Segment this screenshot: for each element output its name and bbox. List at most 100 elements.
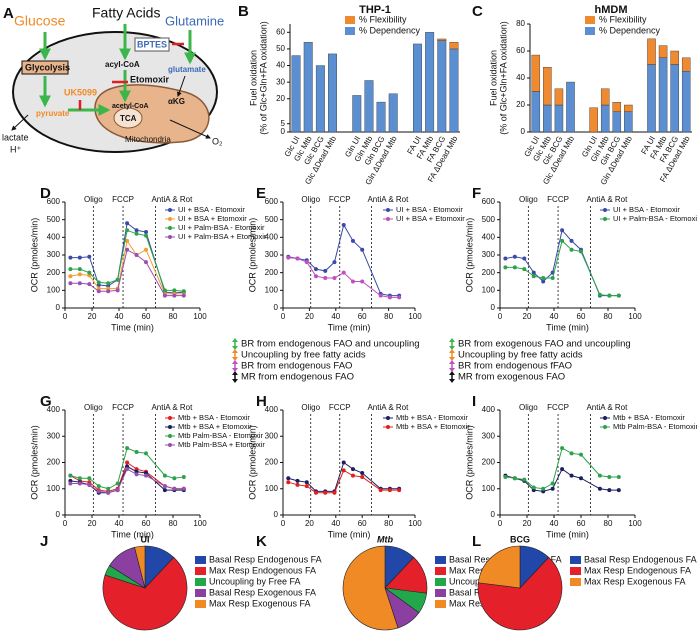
y-tick-label: 20 [516,100,525,109]
y-tick-label: 400 [47,405,61,414]
data-point [162,293,167,298]
bar [364,80,374,133]
data-point [172,476,177,481]
y-axis-label: OCR (pmoles/min) [29,218,39,293]
data-point [77,272,82,277]
note-arrow-head [449,360,455,372]
legend-label: Mtb + BSA + Etomoxir [396,422,470,431]
data-point [87,476,92,481]
y-tick-label: 600 [47,197,61,206]
legend-label: UI + BSA - Etomoxir [178,205,245,214]
data-point [96,484,101,489]
pie-slice [134,545,146,589]
data-point [607,488,612,493]
legend-swatch [195,589,206,597]
event-label: AntiA & Rot [151,403,193,412]
legend-label: % Flexibility [599,14,647,24]
bar [425,32,435,133]
data-point [503,265,508,270]
bar [315,65,325,133]
event-label: FCCP [547,403,569,412]
legend-marker [603,208,607,212]
data-point [560,228,565,233]
data-point [106,281,111,286]
legend-swatch [570,578,581,586]
series-line [505,468,619,492]
x-tick-label: 40 [550,519,559,528]
data-point [125,460,130,465]
legend-swatch [435,600,446,608]
legend-swatch [435,556,446,564]
y-tick-label: 100 [47,285,61,294]
bar [388,93,398,133]
x-tick-label: 100 [193,519,207,528]
y-tick-label: 500 [482,215,496,224]
data-point [541,275,546,280]
data-point [378,488,383,493]
y-tick-label: 400 [47,232,61,241]
bar [376,101,386,133]
legend-label: UI + Palm-BSA - Etomoxir [178,223,265,232]
bar [681,57,691,72]
panel-letter: E [256,185,266,202]
data-point [106,289,111,294]
data-point [341,460,346,465]
note: Uncoupling by free fatty acids [241,350,366,361]
y-tick-label: 0 [274,303,279,312]
data-point [87,254,92,259]
data-point [397,295,402,300]
note: MR from exogenous FAO [458,372,565,383]
y-tick-label: 50 [276,44,285,53]
legend-label: % Dependency [599,25,661,35]
data-point [332,490,337,495]
legend-marker [386,208,390,212]
y-tick-label: 0 [491,303,496,312]
bptes-box [134,37,170,52]
y-tick-label: 40 [276,61,285,70]
legend-swatch [585,27,595,35]
y-tick-label: 100 [482,285,496,294]
x-tick-label: 100 [408,519,422,528]
label: UK5099 [64,87,97,97]
data-point [616,293,621,298]
label: pyruvate [36,109,70,118]
legend-swatch [195,600,206,608]
legend-label: Max Resp Endogenous FA [584,565,691,575]
series-line [505,239,619,297]
legend-label: UI + Palm-BSA - Etomoxir [613,214,697,223]
x-tick-label: 0 [281,312,286,321]
data-point [286,255,291,260]
legend-marker [168,434,172,438]
legend-swatch [345,16,355,24]
data-point [522,256,527,261]
legend-marker [603,217,607,221]
data-point [512,476,517,481]
y-tick-label: 60 [516,46,525,55]
legend-label: % Dependency [359,25,421,35]
legend-label: Basal Resp Endogenous FA [209,554,322,564]
bar [600,88,610,106]
event-label: Oligo [519,403,538,412]
data-point [531,274,536,279]
x-tick-label: 40 [115,519,124,528]
data-point [144,451,148,456]
chart-title: Mtb [377,534,393,544]
data-point [531,270,536,275]
x-axis-label: Time (min) [546,529,589,539]
y-tick-label: 200 [47,268,61,277]
bar [670,64,679,133]
pie-slice [342,545,399,631]
bar [543,104,552,133]
data-point [96,289,101,294]
pie-slice [102,556,188,631]
tca-cycle [113,107,143,129]
panel-letter: L [472,533,481,550]
y-tick-label: 100 [265,484,279,493]
x-axis-label: Time (min) [111,529,154,539]
data-point [134,228,139,233]
y-tick-label: 0 [56,510,61,519]
data-point [332,260,337,265]
legend-marker [168,226,172,230]
x-tick-label: 80 [169,312,178,321]
data-point [569,451,574,456]
